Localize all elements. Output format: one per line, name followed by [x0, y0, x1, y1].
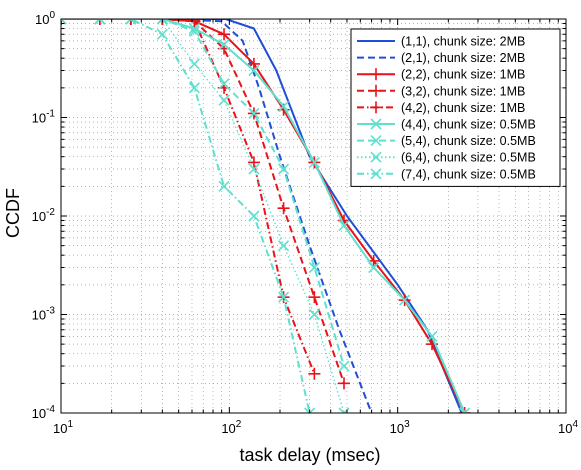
y-tick-label: 10-2 — [32, 207, 56, 224]
y-tick-label: 10-3 — [32, 306, 56, 323]
legend-entry: (1,1), chunk size: 2MB — [357, 35, 525, 49]
data-marker — [463, 407, 471, 413]
series-line — [61, 19, 345, 384]
series-7 — [61, 19, 350, 372]
data-marker — [94, 19, 101, 25]
legend-entry: (7,4), chunk size: 0.5MB — [357, 167, 536, 181]
data-marker — [218, 39, 230, 51]
data-marker — [368, 261, 380, 274]
data-marker — [156, 28, 168, 40]
x-tick-label: 104 — [558, 419, 578, 436]
data-marker — [459, 407, 466, 413]
data-marker — [278, 291, 290, 303]
series-line — [61, 19, 345, 367]
y-tick-label-text: 100 — [35, 10, 55, 27]
legend-label: (6,4), chunk size: 0.5MB — [401, 151, 536, 165]
x-tick-label: 101 — [53, 419, 73, 436]
y-tick-label: 10-4 — [32, 404, 56, 421]
x-tick-label-text: 101 — [53, 419, 73, 436]
data-marker — [278, 100, 290, 112]
data-marker — [125, 19, 132, 25]
legend-marker — [370, 168, 382, 180]
x-tick-label-text: 103 — [390, 419, 410, 436]
series-lines — [61, 19, 471, 413]
data-marker — [188, 22, 200, 35]
data-marker — [129, 19, 137, 25]
data-marker — [156, 19, 164, 25]
legend-entry: (4,2), chunk size: 1MB — [357, 101, 525, 115]
data-marker — [338, 219, 350, 232]
x-axis-title: task delay (msec) — [239, 445, 380, 465]
data-marker — [61, 19, 67, 25]
data-marker — [188, 58, 200, 70]
legend-marker — [370, 151, 382, 163]
data-marker — [248, 107, 260, 119]
legend: (1,1), chunk size: 2MB (2,1), chunk size:… — [350, 28, 561, 187]
legend-entry: (4,4), chunk size: 0.5MB — [357, 118, 536, 132]
x-tick-label: 103 — [390, 419, 410, 436]
series-4 — [61, 19, 351, 390]
data-marker — [161, 19, 168, 25]
x-tick-label-text: 102 — [221, 419, 241, 436]
x-tick-label-text: 104 — [558, 419, 578, 436]
legend-label: (5,4), chunk size: 0.5MB — [401, 134, 536, 148]
data-marker — [426, 330, 438, 342]
legend-marker — [370, 118, 382, 130]
data-marker — [338, 360, 350, 372]
y-tick-label-text: 10-4 — [32, 404, 56, 421]
data-marker — [188, 25, 200, 37]
legend-entry: (5,4), chunk size: 0.5MB — [357, 134, 536, 148]
series-line — [61, 19, 463, 413]
legend-label: (4,2), chunk size: 1MB — [401, 101, 525, 115]
legend-entry: (2,1), chunk size: 2MB — [357, 51, 525, 65]
legend-label: (7,4), chunk size: 0.5MB — [401, 167, 536, 181]
data-marker — [248, 64, 260, 77]
data-marker — [188, 82, 200, 94]
y-tick-label: 10-1 — [32, 109, 56, 126]
data-marker — [218, 78, 230, 90]
data-marker — [308, 261, 320, 274]
data-marker — [218, 180, 230, 192]
y-tick-label-text: 10-2 — [32, 207, 56, 224]
legend-label: (4,4), chunk size: 0.5MB — [401, 118, 536, 132]
data-marker — [399, 294, 411, 306]
legend-entry: (2,2), chunk size: 1MB — [357, 68, 525, 82]
series-8 — [61, 19, 350, 413]
legend-entry: (6,4), chunk size: 0.5MB — [357, 151, 536, 165]
data-marker — [308, 308, 320, 321]
legend-label: (2,2), chunk size: 1MB — [401, 68, 525, 82]
y-tick-label-text: 10-1 — [32, 109, 56, 126]
data-marker — [98, 19, 106, 25]
legend-label: (1,1), chunk size: 2MB — [401, 35, 525, 49]
data-marker — [308, 156, 320, 168]
data-marker — [278, 163, 290, 175]
data-marker — [218, 94, 230, 106]
legend-box — [350, 28, 561, 187]
tick-labels: 101 102 103 104 10-4 10-3 10-2 10-1 100 — [32, 10, 579, 436]
data-marker — [248, 163, 260, 175]
x-tick-label: 102 — [221, 419, 241, 436]
data-marker — [278, 240, 290, 252]
axes — [60, 18, 567, 414]
y-tick-label-text: 10-3 — [32, 306, 56, 323]
data-marker — [338, 407, 346, 413]
series-1 — [61, 19, 463, 413]
legend-marker — [370, 135, 382, 147]
legend-entry: (3,2), chunk size: 1MB — [357, 84, 525, 98]
legend-label: (2,1), chunk size: 2MB — [401, 51, 525, 65]
y-axis-title: CCDF — [3, 188, 23, 238]
data-marker — [248, 210, 260, 222]
data-marker — [308, 407, 316, 413]
series-line — [61, 19, 466, 413]
y-tick-label: 100 — [35, 10, 55, 27]
data-marker — [304, 407, 311, 413]
series-5 — [61, 19, 321, 380]
series-9 — [61, 19, 316, 413]
legend-label: (3,2), chunk size: 1MB — [401, 84, 525, 98]
